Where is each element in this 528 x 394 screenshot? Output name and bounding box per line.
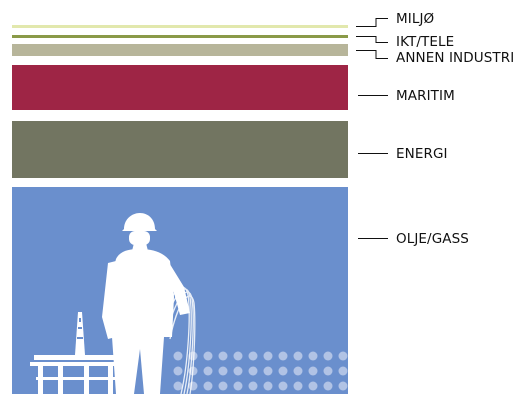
band-annen-industri (12, 44, 348, 56)
label-ikt-tele: IKT/TELE (396, 34, 455, 50)
label-olje-gass: OLJE/GASS (396, 231, 469, 247)
band-energi (12, 121, 348, 178)
dot-pattern (173, 351, 348, 391)
band-olje-gass (12, 187, 348, 394)
label-energi: ENERGI (396, 146, 448, 162)
label-annen-industri: ANNEN INDUSTRI (396, 50, 515, 66)
rig-silhouette (30, 312, 130, 394)
leader-ikt-tele (356, 36, 388, 43)
worker-silhouette (102, 213, 190, 394)
label-maritim: MARITIM (396, 88, 455, 104)
band-maritim (12, 65, 348, 110)
leader-annen-industri (356, 50, 388, 59)
worker-illustration (12, 187, 348, 394)
label-miljo: MILJØ (396, 11, 435, 27)
band-miljo (12, 25, 348, 28)
band-ikt-tele (12, 35, 348, 38)
leader-miljo (356, 18, 388, 27)
